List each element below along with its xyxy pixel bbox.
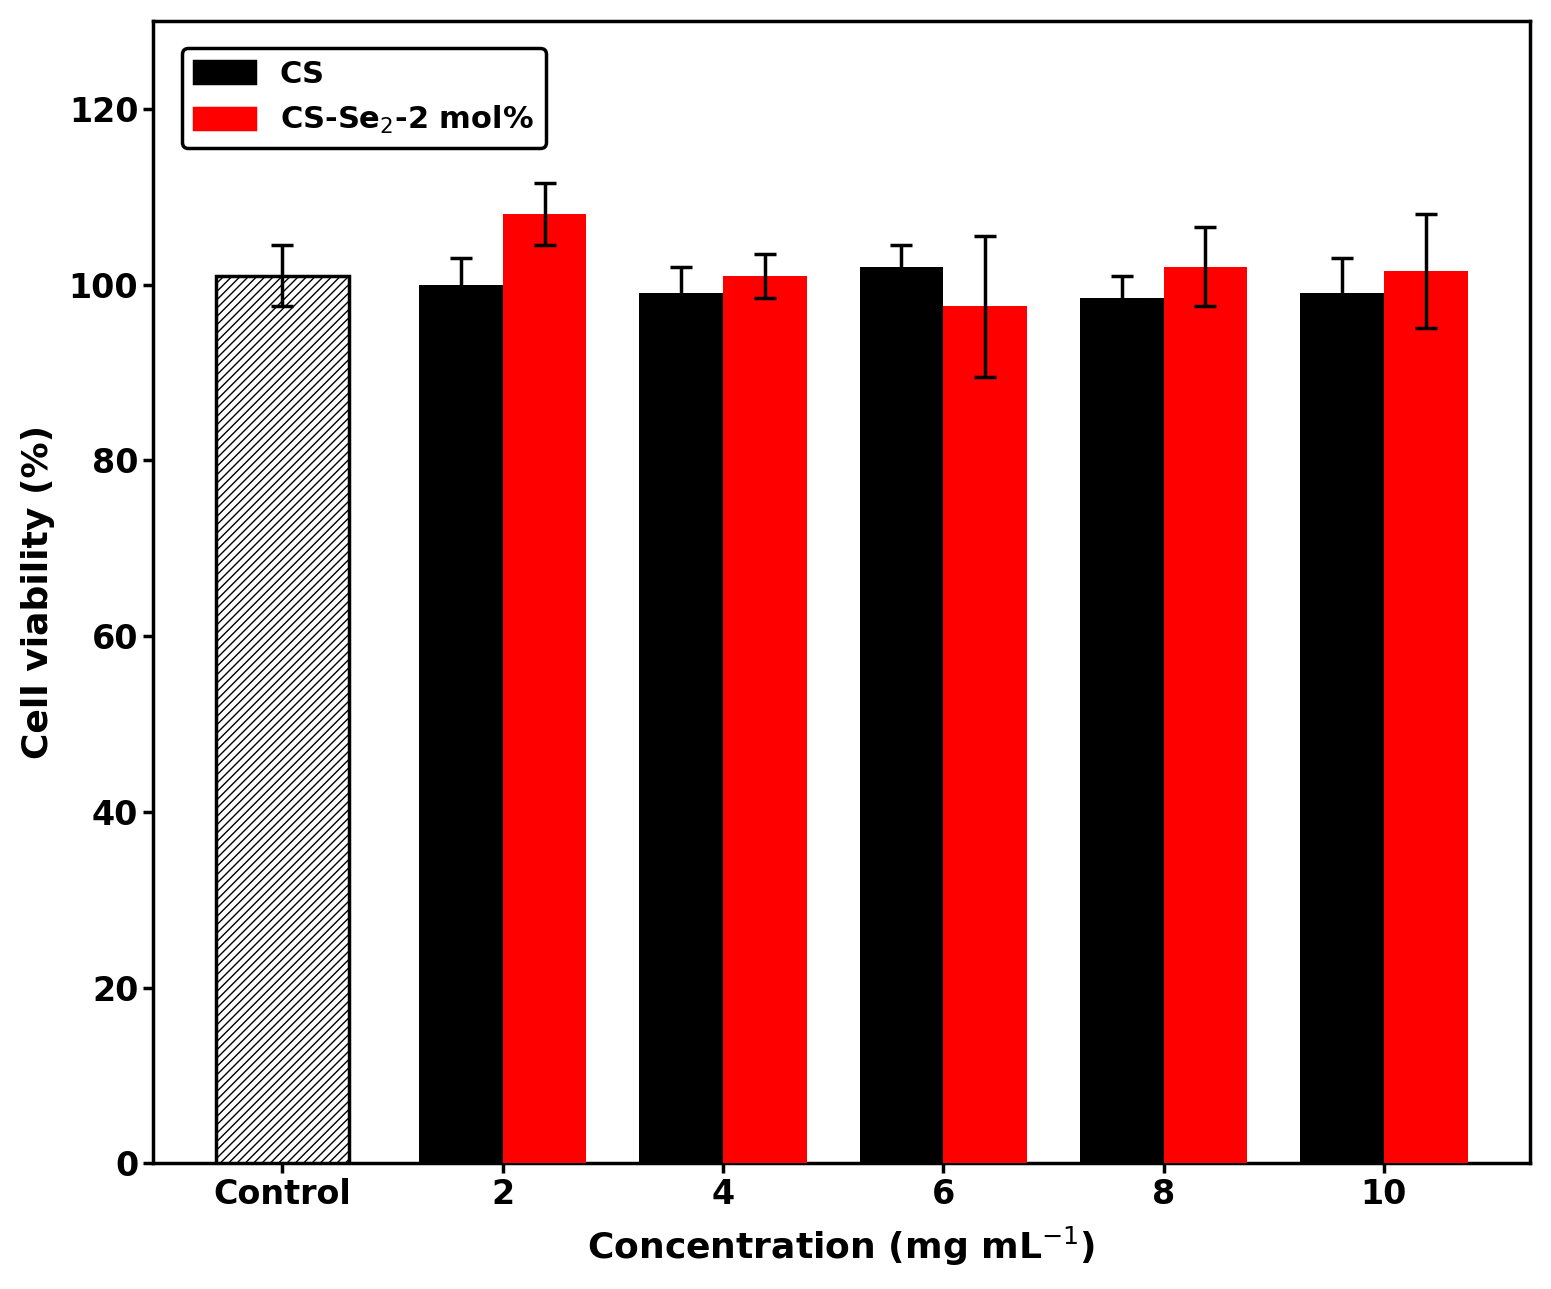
Legend: CS, CS-Se$_2$-2 mol%: CS, CS-Se$_2$-2 mol% [181,48,546,148]
Bar [1163,267,1247,1164]
Bar [639,294,723,1164]
Bar [1079,298,1163,1164]
Bar [503,214,586,1164]
Bar [216,276,349,1164]
Bar [1383,272,1467,1164]
Bar [943,307,1027,1164]
X-axis label: Concentration (mg mL$^{-1}$): Concentration (mg mL$^{-1}$) [588,1225,1095,1268]
Bar [859,267,943,1164]
Bar [1300,294,1383,1164]
Y-axis label: Cell viability (%): Cell viability (%) [20,425,54,759]
Bar [723,276,807,1164]
Bar [419,285,503,1164]
